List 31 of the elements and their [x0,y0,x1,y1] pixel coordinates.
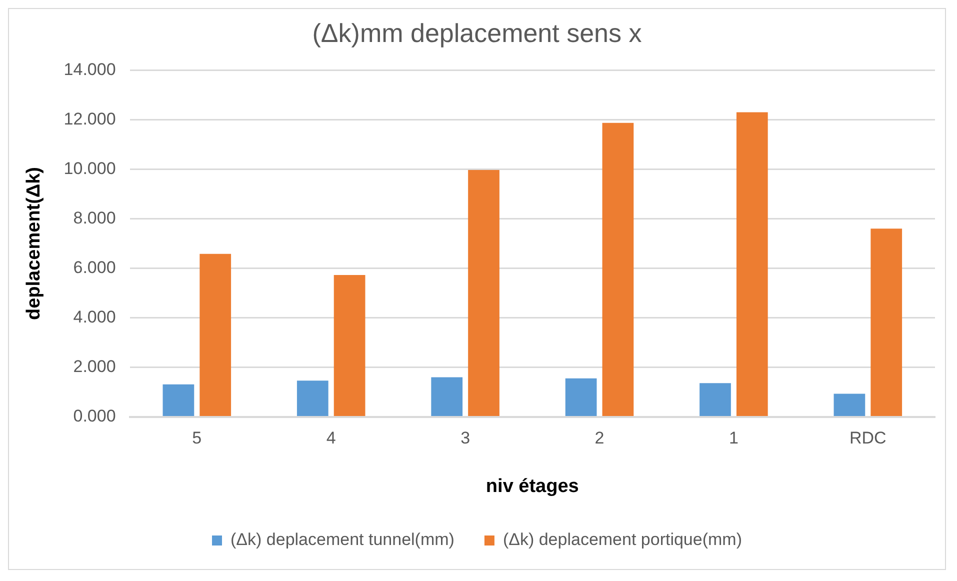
y-tick-label: 6.000 [73,258,116,277]
x-tick-label: 1 [728,428,738,448]
bar [296,380,328,416]
y-tick-label: 14.000 [64,60,116,79]
x-tick-label: 4 [326,428,336,448]
x-tick-label: 3 [460,428,470,448]
bar [870,228,902,416]
y-axis-title: deplacement(Δk) [24,166,45,320]
bar [162,384,194,416]
bar [334,274,366,416]
y-tick-label: 10.000 [64,158,116,178]
y-tick-label: 2.000 [73,356,116,376]
y-tick-label: 4.000 [73,307,116,326]
x-tick-label: RDC [849,428,886,448]
bar [200,254,232,416]
y-tick-label: 0.000 [73,406,116,426]
legend-label: (Δk) deplacement tunnel(mm) [230,530,454,550]
x-tick-label: 5 [192,428,202,448]
y-tick-label: 8.000 [73,208,116,228]
chart-title: (Δk)mm deplacement sens x [312,18,642,48]
bar [602,122,634,416]
bar [700,383,731,416]
bar [834,394,866,416]
bar [431,377,463,416]
bar [468,170,500,416]
legend-label: (Δk) deplacement portique(mm) [502,530,742,550]
x-axis-title: niv étages [486,476,579,497]
y-tick-label: 12.000 [64,109,116,128]
bar [565,378,597,416]
bar [736,112,768,416]
x-tick-label: 2 [594,428,604,448]
